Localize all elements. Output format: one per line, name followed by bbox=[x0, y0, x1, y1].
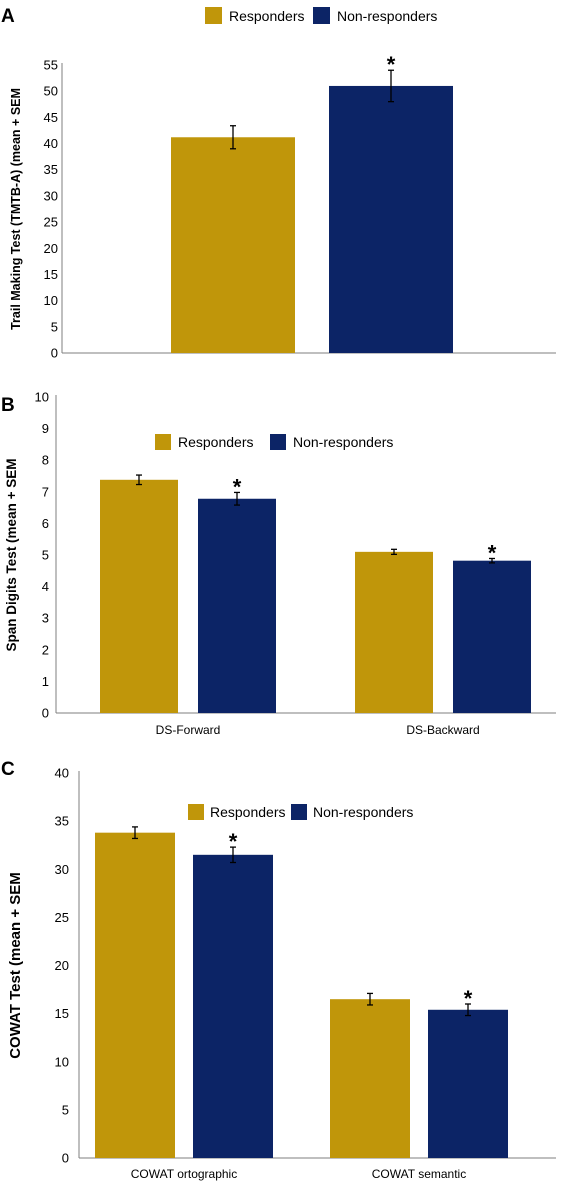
legend-label: Non-responders bbox=[337, 8, 437, 24]
y-tick-label: 35 bbox=[44, 162, 58, 177]
y-tick-label: 35 bbox=[55, 814, 69, 829]
error-bar bbox=[388, 69, 394, 103]
error-bar bbox=[465, 1003, 471, 1017]
legend-swatch bbox=[313, 7, 330, 24]
y-tick-label: 5 bbox=[51, 319, 58, 334]
legend-label: Responders bbox=[210, 804, 286, 820]
bar bbox=[355, 551, 433, 713]
y-tick-label: 25 bbox=[55, 910, 69, 925]
y-tick-label: 2 bbox=[42, 642, 49, 657]
y-tick-label: 10 bbox=[35, 390, 49, 405]
y-tick-label: 20 bbox=[44, 241, 58, 256]
legend-label: Responders bbox=[229, 8, 305, 24]
y-tick-label: 3 bbox=[42, 611, 49, 626]
legend-swatch bbox=[291, 804, 307, 820]
legend-swatch bbox=[188, 804, 204, 820]
y-tick-label: 0 bbox=[62, 1151, 69, 1166]
error-bar bbox=[234, 491, 240, 506]
significance-star: * bbox=[233, 474, 242, 499]
significance-star: * bbox=[488, 540, 497, 565]
bar bbox=[330, 999, 410, 1158]
y-tick-label: 0 bbox=[51, 346, 58, 361]
bar bbox=[453, 560, 531, 713]
chart-panel-a: A 0 5 10 15 20 25 30 35 40 45 50 55 Trail Making Test… bbox=[1, 6, 556, 361]
y-tick-label: 15 bbox=[55, 1006, 69, 1021]
y-tick-label: 55 bbox=[44, 58, 58, 73]
error-bar bbox=[489, 557, 495, 564]
y-axis-label: Span Digits Test (mean + SEM bbox=[4, 459, 19, 652]
legend-label: Responders bbox=[178, 434, 254, 450]
legend-swatch bbox=[205, 7, 222, 24]
x-category-label: COWAT semantic bbox=[372, 1167, 466, 1181]
panel-label: B bbox=[1, 395, 15, 416]
y-tick-label: 10 bbox=[55, 1054, 69, 1069]
panel-label: C bbox=[1, 759, 15, 780]
y-tick-label: 40 bbox=[44, 136, 58, 151]
panel-label: A bbox=[1, 6, 15, 27]
bar bbox=[171, 137, 295, 353]
y-tick-label: 8 bbox=[42, 453, 49, 468]
legend-label: Non-responders bbox=[293, 434, 393, 450]
error-bar bbox=[391, 548, 397, 556]
bar bbox=[428, 1009, 508, 1158]
y-tick-label: 25 bbox=[44, 215, 58, 230]
error-bar bbox=[132, 826, 138, 840]
legend-swatch bbox=[155, 434, 171, 450]
y-axis-label: COWAT Test (mean + SEM bbox=[7, 872, 24, 1059]
legend-swatch bbox=[270, 434, 286, 450]
y-tick-label: 40 bbox=[55, 766, 69, 781]
error-bar bbox=[230, 846, 236, 864]
y-tick-label: 30 bbox=[55, 862, 69, 877]
y-tick-label: 4 bbox=[42, 579, 49, 594]
x-category-label: DS-Backward bbox=[406, 723, 479, 737]
y-tick-label: 45 bbox=[44, 110, 58, 125]
bar bbox=[100, 479, 178, 713]
x-category-label: COWAT ortographic bbox=[131, 1167, 237, 1181]
y-axis-label: Trail Making Test (TMTB-A) (mean + SEM bbox=[9, 88, 23, 330]
y-tick-label: 10 bbox=[44, 293, 58, 308]
legend-label: Non-responders bbox=[313, 804, 413, 820]
bar bbox=[329, 85, 453, 353]
chart-panel-c: C 0 5 10 15 20 25 30 35 40 COWAT Test (mean + SEM R… bbox=[1, 759, 556, 1181]
y-tick-label: 0 bbox=[42, 706, 49, 721]
y-tick-label: 5 bbox=[42, 548, 49, 563]
significance-star: * bbox=[464, 986, 473, 1011]
y-tick-label: 5 bbox=[62, 1102, 69, 1117]
y-tick-label: 30 bbox=[44, 188, 58, 203]
bar bbox=[95, 832, 175, 1158]
bar bbox=[193, 854, 273, 1158]
y-tick-label: 7 bbox=[42, 484, 49, 499]
y-tick-label: 1 bbox=[42, 674, 49, 689]
y-tick-label: 9 bbox=[42, 421, 49, 436]
significance-star: * bbox=[229, 829, 238, 854]
significance-star: * bbox=[387, 52, 396, 77]
chart-panel-b: B 0 1 2 3 4 5 6 7 8 9 10 Span Digits Test (mean + SE… bbox=[1, 390, 556, 737]
y-tick-label: 6 bbox=[42, 516, 49, 531]
bar bbox=[198, 498, 276, 713]
y-tick-label: 20 bbox=[55, 958, 69, 973]
error-bar bbox=[136, 474, 142, 486]
y-tick-label: 50 bbox=[44, 84, 58, 99]
x-category-label: DS-Forward bbox=[156, 723, 221, 737]
error-bar bbox=[367, 992, 373, 1006]
y-tick-label: 15 bbox=[44, 267, 58, 282]
error-bar bbox=[230, 125, 236, 150]
